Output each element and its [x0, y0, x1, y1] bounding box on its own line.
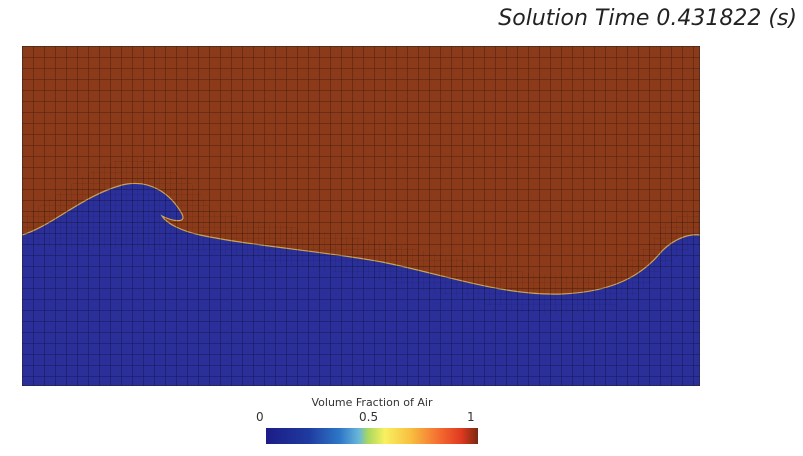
legend-title: Volume Fraction of Air [311, 396, 433, 409]
mesh-grid [22, 46, 700, 386]
legend-tick-max: 1 [467, 410, 475, 424]
legend-tick-min: 0 [256, 410, 264, 424]
colorbar [266, 428, 478, 444]
legend-tick-mid: 0.5 [359, 410, 379, 424]
solution-time-label: Solution Time 0.431822 (s) [498, 6, 797, 31]
volume-fraction-plot [22, 46, 700, 386]
